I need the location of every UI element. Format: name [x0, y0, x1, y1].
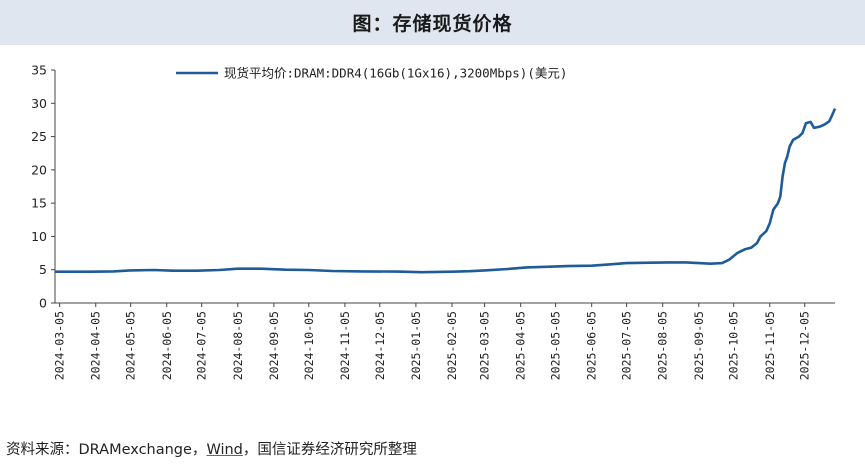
y-tick-label: 0 — [39, 296, 47, 311]
x-tick-label: 2025-06-05 — [585, 311, 599, 380]
x-tick-label: 2025-08-05 — [656, 311, 670, 380]
x-tick-label: 2024-07-05 — [195, 311, 209, 380]
source-suffix: ，国信证券经济研究所整理 — [242, 442, 417, 458]
source-note: 资料来源：DRAMexchange，Wind，国信证券经济研究所整理 — [6, 438, 417, 459]
x-axis-ticks: 2024-03-05 2024-04-05 2024-05-05 2024-06-05… — [53, 303, 812, 380]
y-tick-label: 20 — [31, 162, 47, 177]
legend: 现货平均价:DRAM:DDR4(16Gb(1Gx16),3200Mbps)(美元… — [176, 66, 567, 81]
x-tick-label: 2025-10-05 — [727, 311, 741, 380]
y-tick-label: 5 — [39, 262, 47, 277]
y-tick-label: 30 — [31, 96, 47, 111]
y-tick-label: 35 — [31, 63, 47, 78]
x-tick-label: 2025-07-05 — [620, 311, 634, 380]
chart-axes — [54, 70, 835, 304]
y-tick-label: 15 — [31, 196, 47, 211]
source-link-wind[interactable]: Wind — [206, 442, 243, 458]
series-group — [55, 108, 837, 274]
series-line — [55, 108, 837, 274]
x-tick-label: 2025-11-05 — [763, 311, 777, 380]
y-tick-label: 25 — [31, 129, 47, 144]
x-tick-label: 2025-05-05 — [549, 311, 563, 380]
x-tick-label: 2024-05-05 — [124, 311, 138, 380]
chart-title-bar: 图：存储现货价格 — [0, 0, 865, 45]
source-prefix: 资料来源：DRAMexchange， — [6, 442, 207, 458]
x-tick-label: 2024-06-05 — [160, 311, 174, 380]
x-tick-label: 2024-04-05 — [89, 311, 103, 380]
x-tick-label: 2025-04-05 — [514, 311, 528, 380]
y-axis-ticks: 0 5 10 15 20 25 30 35 — [31, 63, 55, 311]
x-tick-label: 2025-12-05 — [798, 311, 812, 380]
y-tick-label: 10 — [31, 229, 47, 244]
x-tick-label: 2024-10-05 — [302, 311, 316, 380]
legend-label: 现货平均价:DRAM:DDR4(16Gb(1Gx16),3200Mbps)(美元… — [224, 66, 567, 81]
x-tick-label: 2025-03-05 — [478, 311, 492, 380]
chart-title: 图：存储现货价格 — [352, 13, 513, 35]
x-tick-label: 2024-03-05 — [53, 311, 67, 380]
x-tick-label: 2025-02-05 — [445, 311, 459, 380]
x-tick-label: 2025-09-05 — [692, 311, 706, 380]
x-tick-label: 2024-08-05 — [231, 311, 245, 380]
x-tick-label: 2025-01-05 — [409, 311, 423, 380]
x-tick-label: 2024-12-05 — [373, 311, 387, 380]
x-tick-label: 2024-11-05 — [338, 311, 352, 380]
x-tick-label: 2024-09-05 — [267, 311, 281, 380]
